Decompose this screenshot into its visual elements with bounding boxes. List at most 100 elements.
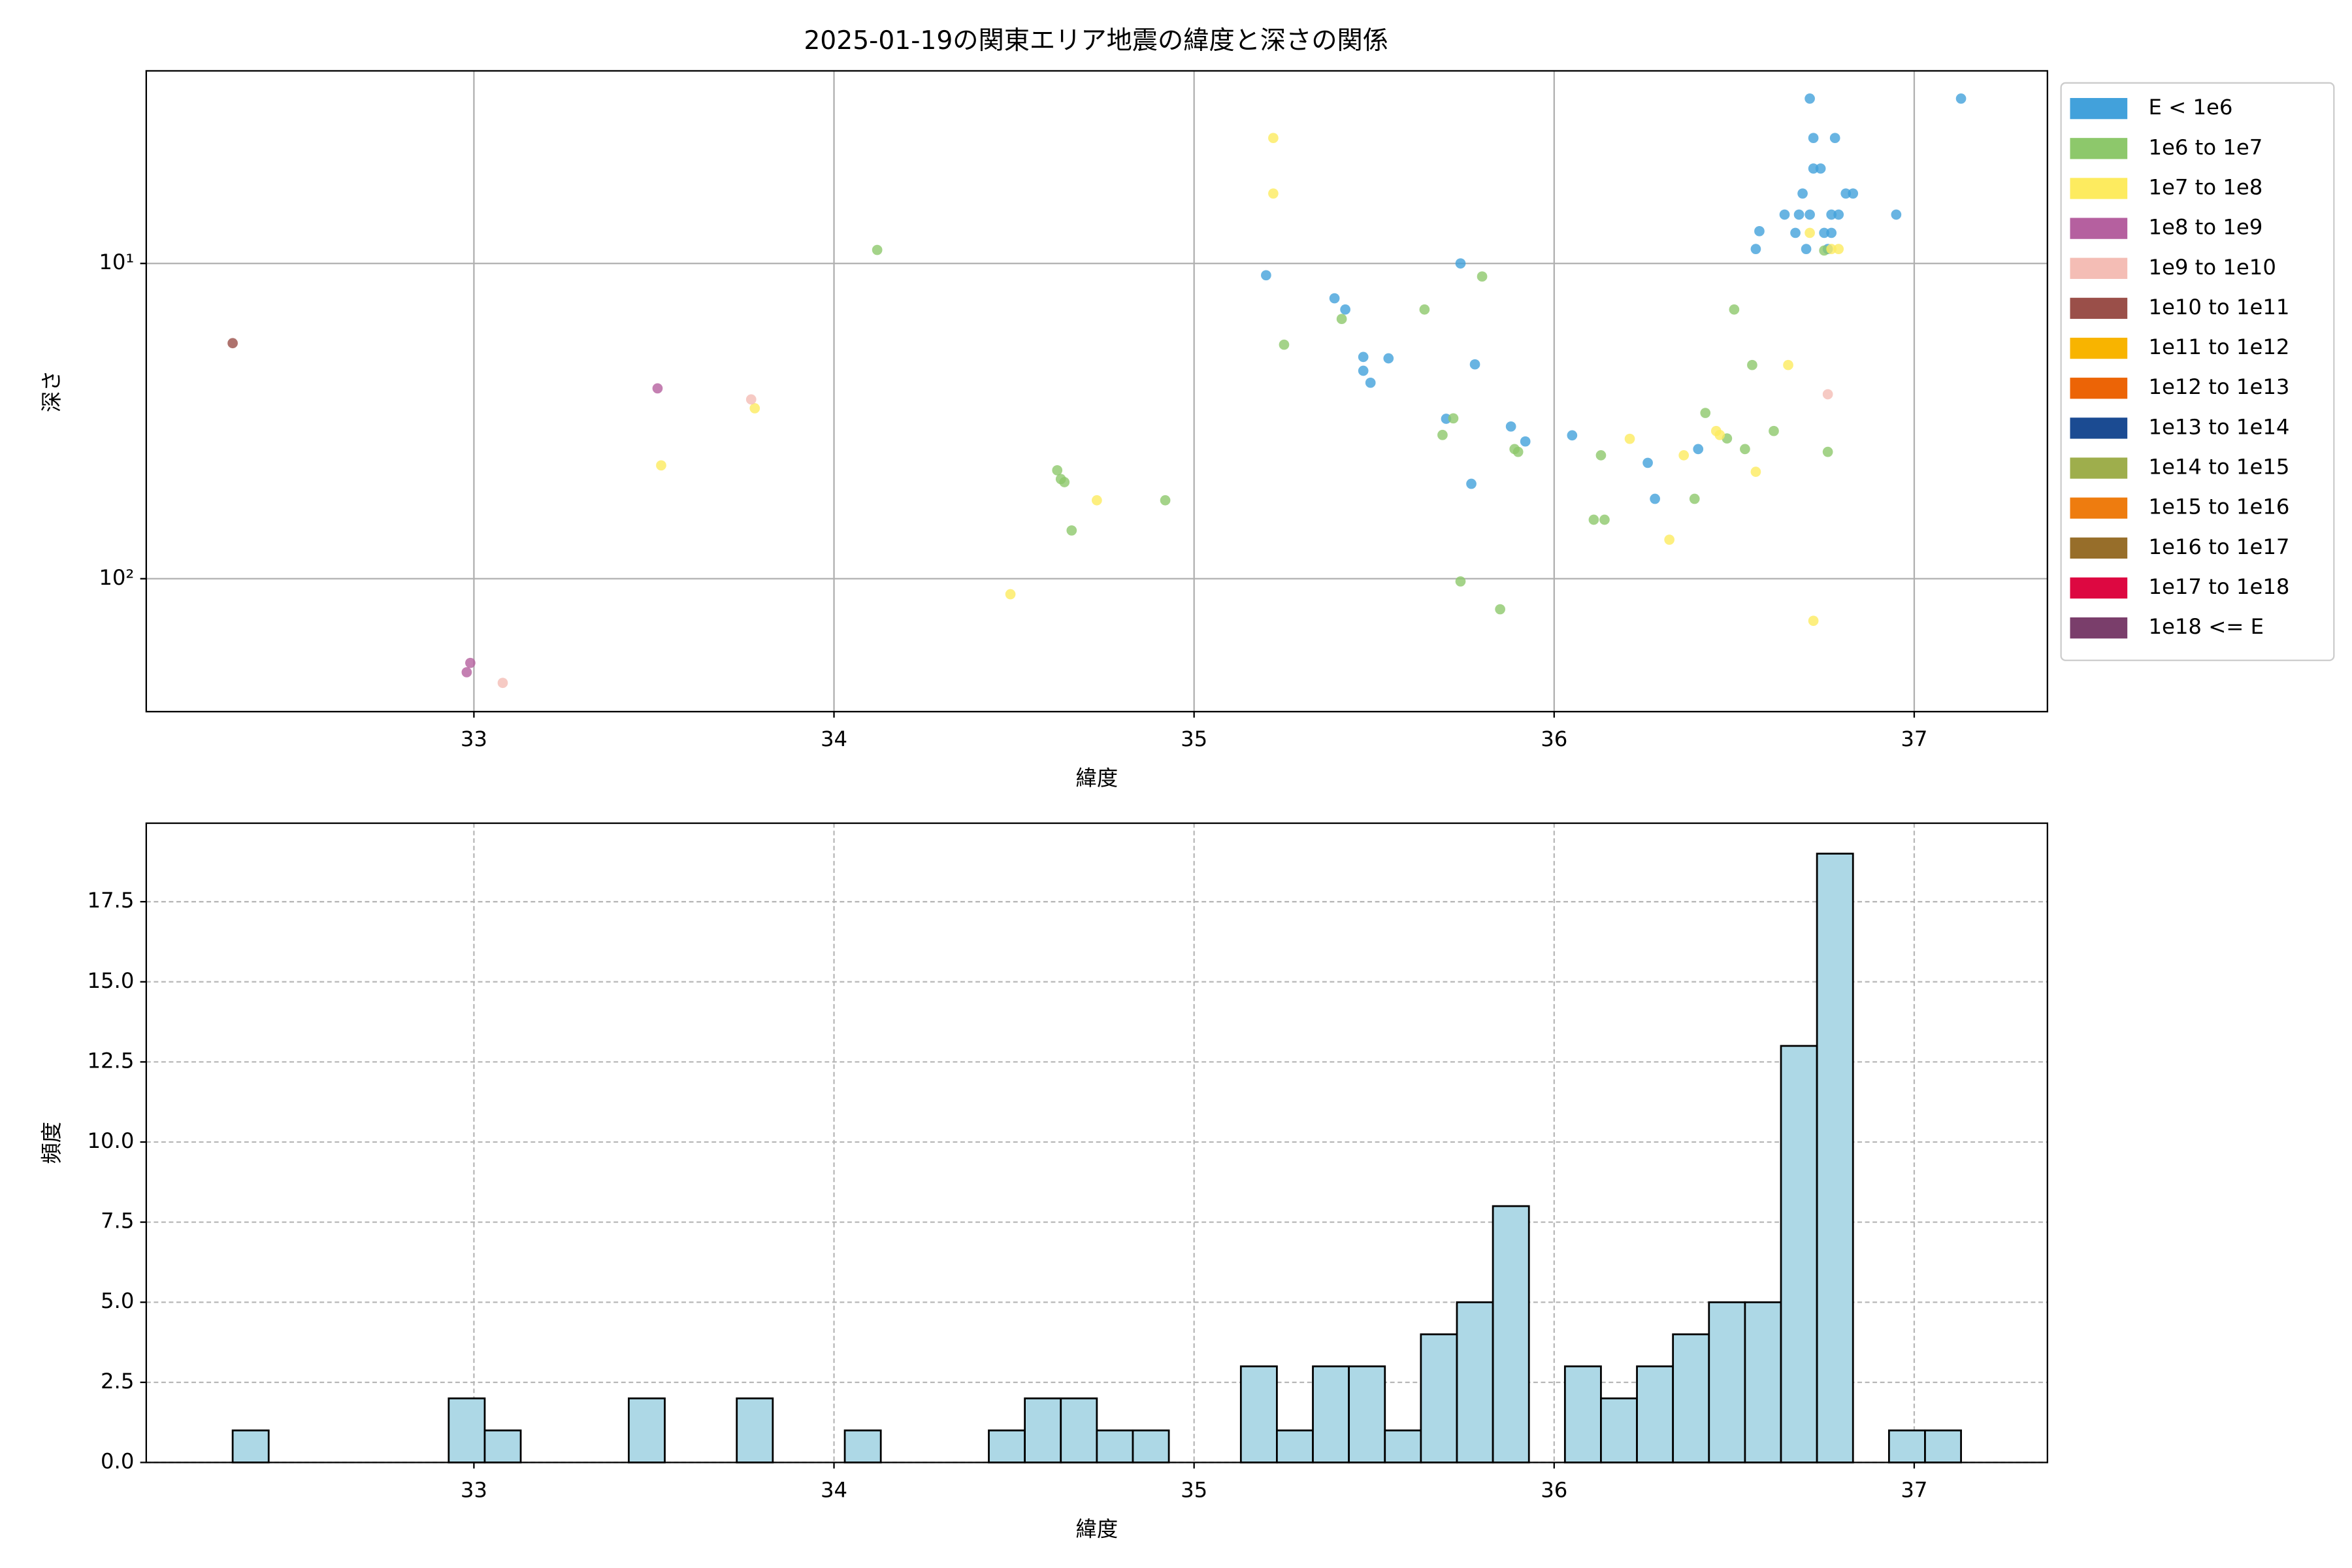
x-tick-label: 33 [461,1477,487,1502]
scatter-point [461,667,472,678]
histogram-bar [1636,1365,1674,1463]
legend-label: 1e12 to 1e13 [2148,374,2289,399]
legend-label: 1e10 to 1e11 [2148,295,2289,319]
histogram-bar [1492,1205,1530,1463]
scatter-point [1750,466,1761,477]
scatter-point [1005,589,1016,600]
scatter-point [1358,365,1369,376]
scatter-point [1805,209,1815,220]
scatter-point [1469,359,1480,370]
scatter-point [1678,450,1690,461]
scatter-point [1740,444,1750,455]
y-tick-label: 2.5 [101,1369,134,1394]
scatter-point [1455,258,1466,269]
scatter-point [1567,430,1578,441]
scatter-point [1783,359,1793,370]
histogram-bar [1887,1429,1926,1463]
scatter-point [1805,227,1815,238]
legend-box [2060,82,2335,661]
scatter-point [745,394,757,405]
scatter-point [1268,188,1279,199]
scatter-point [227,338,238,349]
scatter-point [1819,227,1829,238]
scatter-point [465,657,476,668]
y-tick-label: 17.5 [87,888,134,913]
legend-swatch [2070,297,2128,319]
scatter-point [1829,133,1840,144]
scatter-point [1419,304,1430,315]
histogram-bar [1744,1301,1782,1463]
chart-title: 2025-01-19の関東エリア地震の緯度と深さの関係 [804,26,1388,56]
scatter-point [1066,525,1077,536]
y-tick-label: 12.5 [87,1048,134,1073]
scatter-point [1495,604,1505,615]
y-tick-label: 0.0 [101,1448,134,1473]
scatter-point [1822,389,1833,400]
legend-swatch [2070,497,2128,519]
legend-label: 1e14 to 1e15 [2148,455,2289,480]
histogram-bar [1456,1301,1494,1463]
legend-label: 1e9 to 1e10 [2148,255,2276,280]
legend-swatch [2070,138,2128,159]
legend-label: 1e16 to 1e17 [2148,534,2289,559]
legend-swatch [2070,378,2128,399]
scatter-point [872,244,883,255]
legend-swatch [2070,337,2128,359]
x-tick-label: 34 [821,727,847,751]
scatter-point [1466,478,1477,489]
legend-swatch [2070,178,2128,199]
scatter-point [1714,429,1725,440]
histogram-bar [1096,1429,1134,1463]
scatter-point [1805,93,1815,104]
scatter-point [1588,514,1599,525]
y-axis-label: 深さ [39,370,64,413]
y-tick-label: 7.5 [101,1209,134,1233]
y-tick-label: 10.0 [87,1128,134,1153]
scatter-point [1650,493,1660,504]
x-tick-label: 35 [1181,727,1207,751]
x-tick-label: 35 [1181,1477,1207,1502]
histogram-bar [1348,1365,1386,1463]
scatter-point [1793,209,1805,220]
legend-swatch [2070,617,2128,639]
scatter-point [1505,421,1516,432]
scatter-point [652,383,663,394]
histogram-bar [448,1397,486,1463]
scatter-point [1092,495,1102,506]
scatter-point [1826,227,1837,238]
scatter-point [1815,163,1826,174]
legend-swatch [2070,218,2128,239]
scatter-point [1160,495,1171,506]
scatter-point [1520,436,1531,447]
scatter-point [1840,188,1852,199]
legend-label: 1e15 to 1e16 [2148,495,2289,519]
x-axis-label: 緯度 [1076,1516,1119,1541]
scatter-point [1801,244,1812,254]
y-tick-label: 10¹ [99,250,134,274]
scatter-point [1747,359,1757,370]
y-tick-label: 5.0 [101,1288,134,1313]
scatter-point [1336,314,1347,325]
scatter-point [656,460,666,471]
legend-label: 1e18 <= E [2148,614,2264,639]
plot-frame [145,822,2048,1463]
legend-label: 1e8 to 1e9 [2148,215,2262,240]
scatter-point [1448,413,1459,424]
scatter-point [1624,433,1635,444]
scatter-point [1808,133,1819,144]
scatter-point [1693,444,1704,455]
scatter-point [1808,615,1819,627]
legend-swatch [2070,417,2128,439]
legend-swatch [2070,98,2128,120]
scatter-point [1955,93,1967,104]
y-axis-label: 頻度 [39,1122,64,1164]
histogram-bar [736,1397,774,1463]
scatter-point [1059,477,1070,487]
scatter-point [1689,493,1700,504]
scatter-point [1599,514,1610,525]
scatter-point [1750,244,1761,254]
histogram-bar [1024,1397,1062,1463]
scatter-point [1833,244,1844,254]
histogram-bar [1312,1365,1350,1463]
